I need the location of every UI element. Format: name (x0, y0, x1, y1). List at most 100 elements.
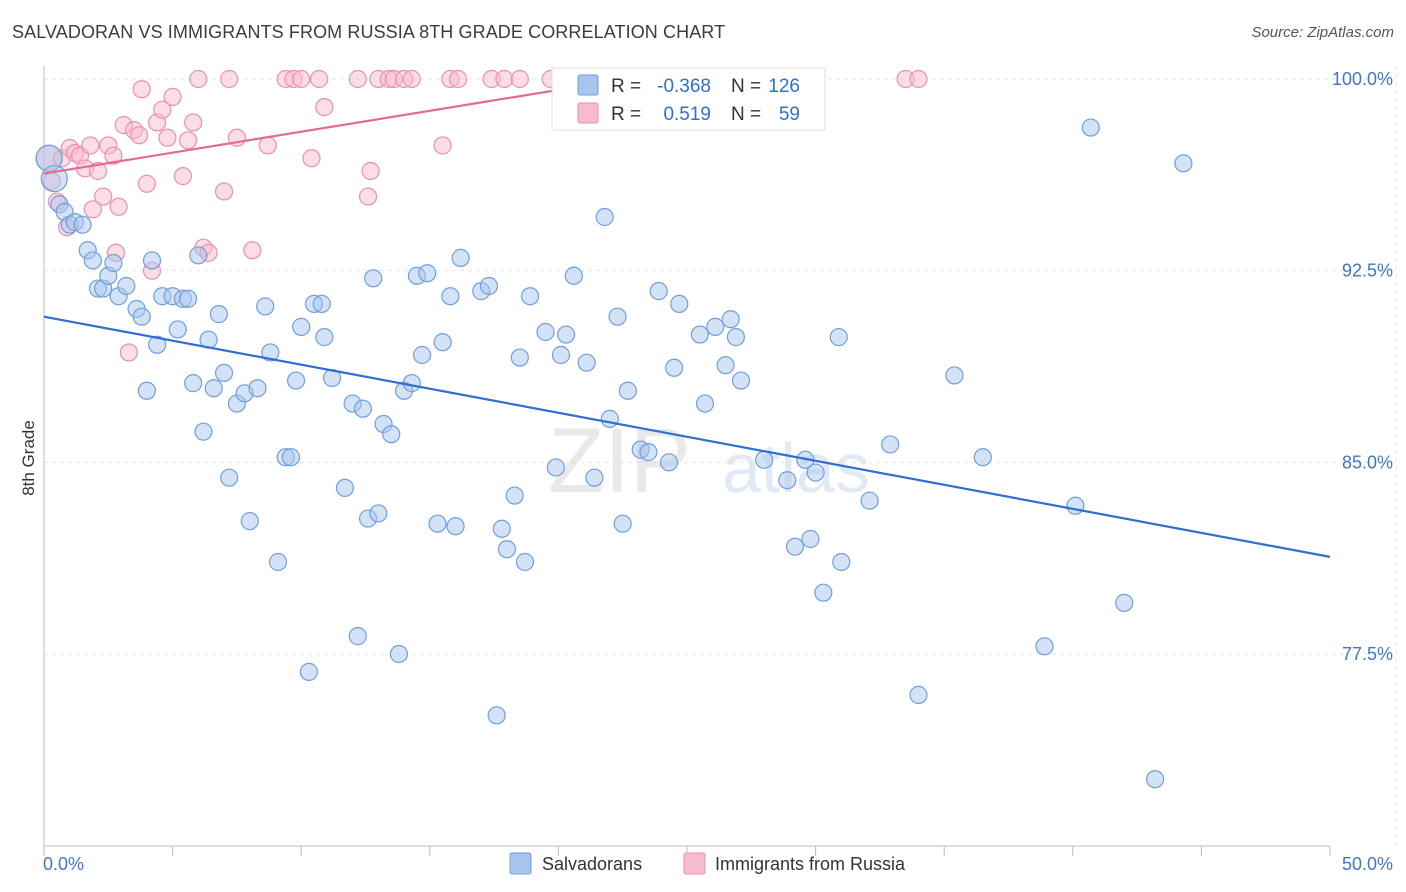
salvadoran-point (755, 450, 774, 469)
x-tick-label: 0.0% (43, 854, 84, 874)
salvadoran-point (706, 317, 725, 336)
salvadoran-point (286, 371, 306, 390)
russia-point (361, 161, 380, 181)
russia-point (153, 100, 172, 119)
russia-point (189, 69, 208, 89)
salvadoran-point (814, 583, 833, 602)
russia-point (258, 136, 277, 155)
salvadoran-point (608, 307, 627, 326)
legend-swatch-russia (683, 852, 706, 875)
salvadoran-point (137, 381, 156, 400)
salvadoran-point (268, 552, 288, 572)
russia-point (433, 136, 452, 155)
salvadoran-point (695, 394, 715, 413)
salvadoran-point (564, 266, 583, 285)
salvadoran-point (577, 353, 596, 372)
salvadoran-point (487, 706, 506, 725)
stats-n-label-salvadoran: N = (731, 76, 761, 97)
stats-r-label-salvadoran: R = (611, 76, 641, 97)
salvadoran-points (35, 118, 1193, 789)
russia-point (109, 197, 128, 216)
salvadoran-point (1146, 770, 1165, 789)
russia-point (310, 69, 329, 89)
russia-point (94, 187, 113, 206)
salvadoran-point (412, 345, 432, 365)
salvadoran-point (364, 269, 383, 288)
salvadoran-point (292, 317, 311, 336)
salvadoran-point (778, 471, 797, 490)
salvadoran-point (441, 287, 460, 306)
russia-point (173, 167, 192, 186)
salvadoran-point (261, 343, 280, 362)
russia-point (83, 200, 102, 219)
salvadoran-point (315, 328, 334, 347)
salvadoran-point (973, 448, 992, 467)
axes (43, 66, 1331, 856)
salvadoran-point (142, 251, 162, 270)
legend-swatch-salvadorans (509, 852, 532, 875)
salvadoran-point (209, 305, 228, 324)
salvadoran-point (418, 264, 437, 283)
salvadoran-point (214, 363, 234, 382)
y-tick-label: 100.0% (1332, 69, 1393, 89)
russia-point (132, 80, 151, 99)
salvadoran-point (256, 297, 275, 316)
salvadoran-point (83, 251, 102, 270)
russia-point (130, 126, 149, 145)
salvadoran-point (281, 448, 301, 467)
x-tick-label: 50.0% (1342, 854, 1393, 874)
salvadoran-point (515, 552, 535, 572)
salvadoran-point (382, 425, 401, 444)
russia-point (243, 241, 262, 260)
russia-point (88, 161, 108, 181)
salvadoran-point (860, 491, 879, 510)
salvadoran-point (557, 325, 576, 344)
chart-title: SALVADORAN VS IMMIGRANTS FROM RUSSIA 8TH… (12, 22, 726, 42)
salvadoran-point (716, 356, 735, 375)
salvadoran-point (1035, 637, 1054, 656)
salvadoran-point (801, 529, 820, 549)
salvadoran-trend-line (43, 315, 1331, 558)
russia-point (214, 182, 234, 201)
salvadoran-point (117, 276, 136, 296)
legend: Salvadorans Immigrants from Russia (509, 852, 906, 875)
russia-point (448, 69, 468, 89)
salvadoran-point (451, 248, 470, 267)
salvadoran-point (479, 276, 499, 296)
salvadoran-point (505, 486, 524, 505)
salvadoran-point (785, 537, 805, 556)
legend-label-russia: Immigrants from Russia (715, 854, 906, 874)
russia-point (495, 69, 514, 89)
salvadoran-point (1081, 118, 1100, 137)
russia-point (119, 343, 138, 362)
russia-point (163, 87, 182, 106)
salvadoran-point (248, 379, 267, 398)
salvadoran-point (428, 514, 447, 533)
salvadoran-point (945, 366, 964, 385)
tick-labels: 100.0% 92.5% 85.0% 77.5% 0.0% 50.0% (43, 69, 1393, 874)
y-tick-label: 85.0% (1342, 452, 1393, 472)
salvadoran-point (299, 662, 319, 681)
salvadoran-point (1174, 154, 1193, 173)
salvadoran-point (600, 409, 619, 428)
stats-r-label-russia: R = (611, 104, 641, 125)
salvadoran-point (909, 685, 928, 704)
russia-point (402, 69, 421, 89)
russia-point (81, 136, 100, 155)
russia-point (158, 128, 177, 147)
stats-r-value-salvadoran: -0.368 (657, 76, 711, 97)
salvadoran-point (446, 517, 465, 536)
salvadoran-point (731, 371, 751, 390)
legend-label-salvadorans: Salvadorans (542, 854, 642, 874)
salvadoran-point (497, 540, 517, 559)
salvadoran-point (690, 325, 709, 344)
salvadoran-point (618, 381, 637, 400)
salvadoran-point (73, 215, 92, 234)
trend-lines (43, 77, 1331, 558)
salvadoran-point (148, 335, 167, 354)
salvadoran-point (402, 374, 421, 393)
stats-r-value-russia: 0.519 (663, 104, 711, 125)
salvadoran-point (536, 322, 555, 342)
russia-point (292, 69, 311, 89)
grid-lines (44, 66, 1397, 846)
